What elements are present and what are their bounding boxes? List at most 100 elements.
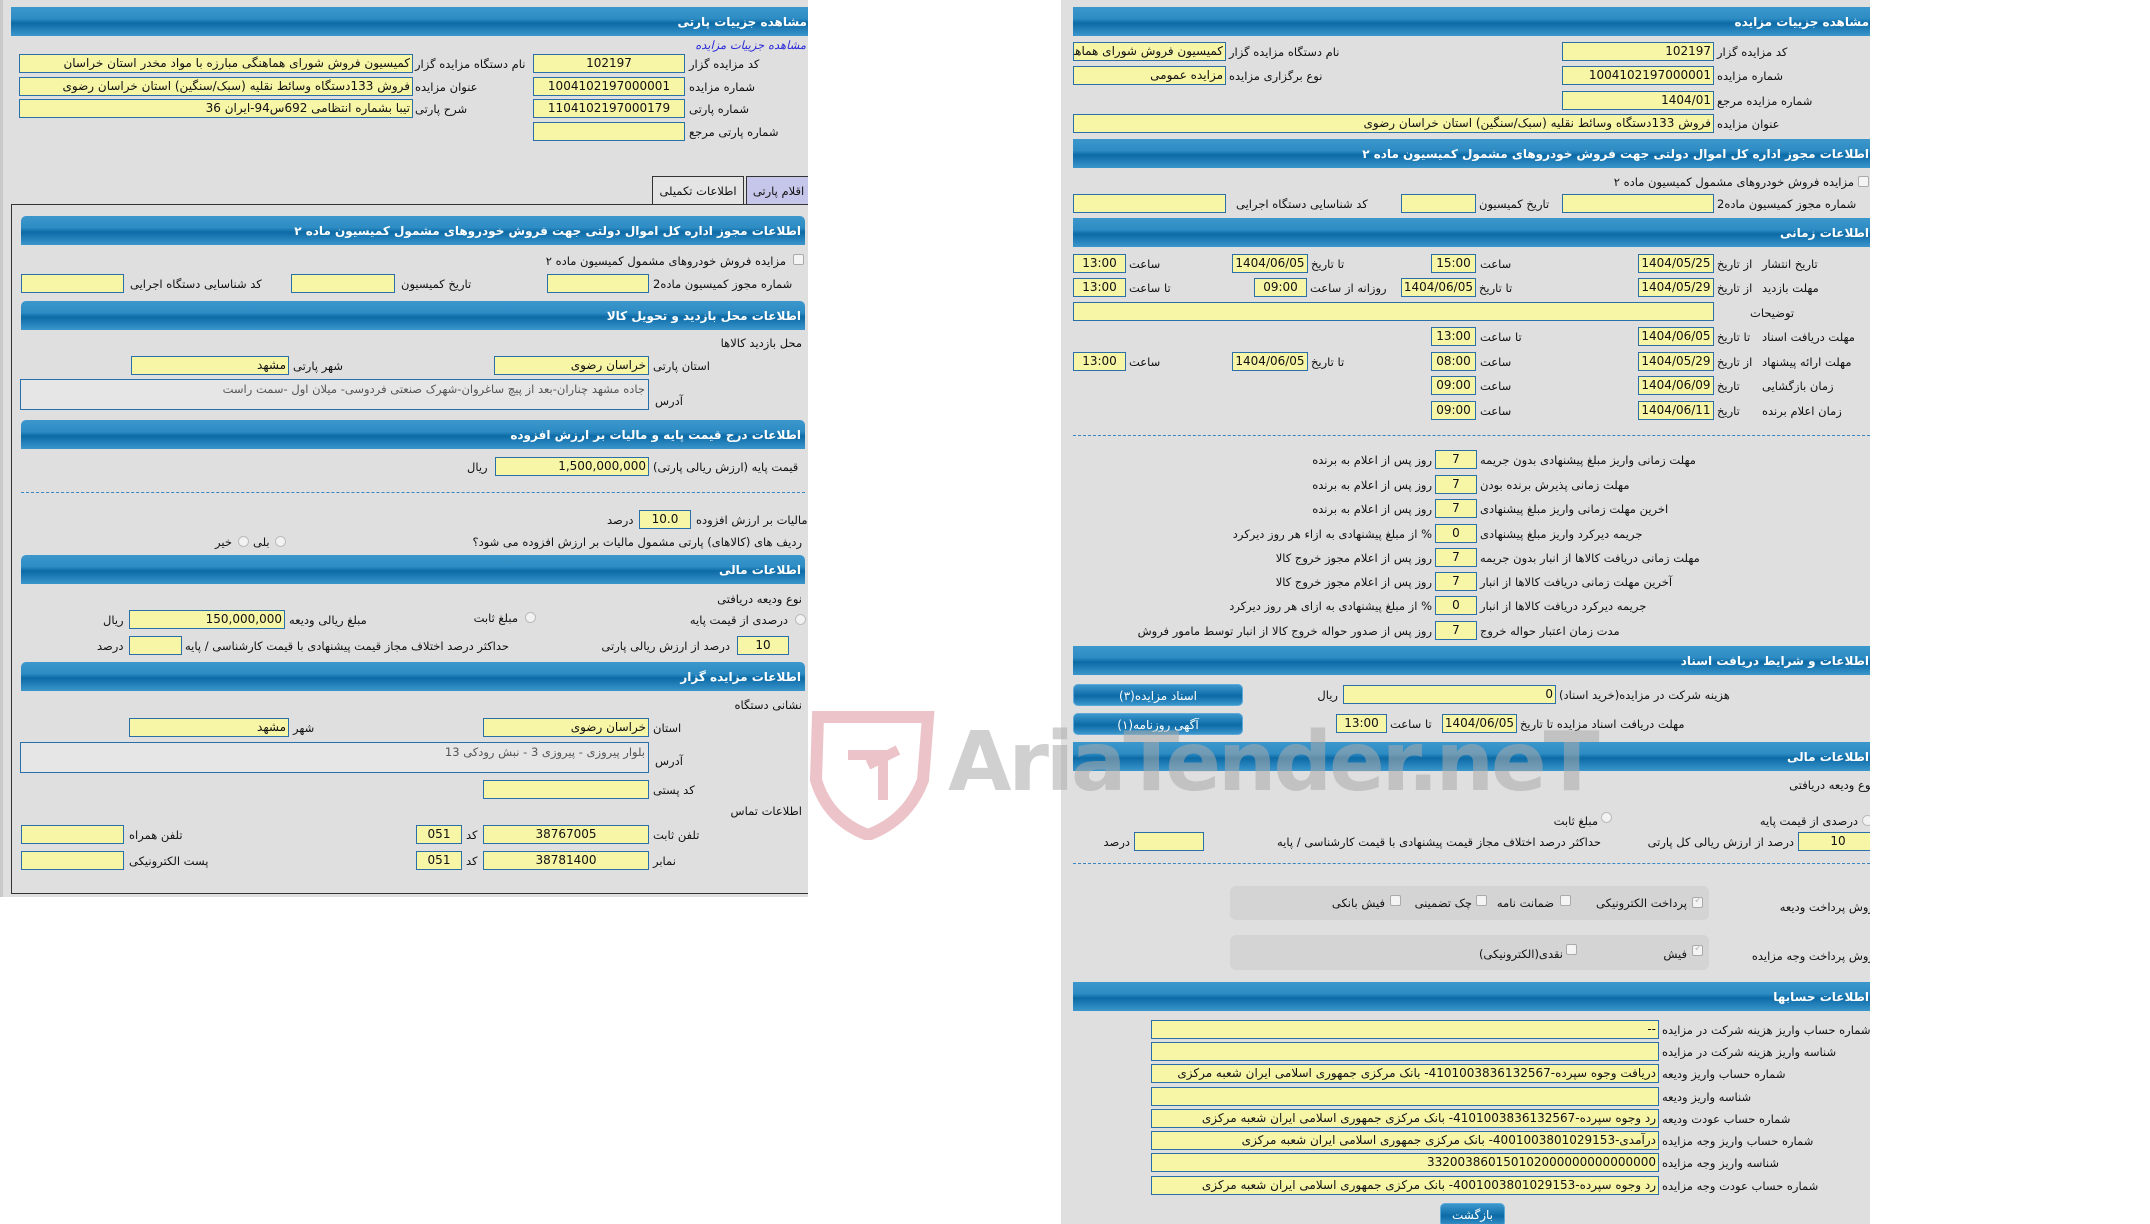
visit-daily-time[interactable]: 09:00 xyxy=(1254,278,1307,297)
penalty-value[interactable]: 7 xyxy=(1435,475,1477,494)
party-city-field[interactable]: مشهد xyxy=(131,356,289,375)
commission-date-field[interactable] xyxy=(291,274,395,293)
offer-to-time[interactable]: 13:00 xyxy=(1073,352,1126,371)
electronic-payment-checkbox[interactable] xyxy=(1692,895,1703,908)
auction-max-diff-unit: درصد xyxy=(1103,835,1130,849)
org-name-field[interactable]: کمیسیون فروش شورای هماهنگی مبارزه با موا… xyxy=(19,54,413,73)
permit-number-field[interactable] xyxy=(547,274,649,293)
phone-code-field[interactable]: 051 xyxy=(416,825,462,844)
penalty-value[interactable]: 7 xyxy=(1435,572,1477,591)
auction-commission-date-field[interactable] xyxy=(1401,194,1476,213)
vat-no-radio[interactable] xyxy=(238,536,249,547)
auction-title-field[interactable]: فروش 133دستگاه وسائط نقلیه (سبک/سنگین) ا… xyxy=(19,77,413,96)
article2-checkbox[interactable] xyxy=(793,254,804,265)
postal-code-field[interactable] xyxy=(483,780,649,799)
auctioneer-code-field[interactable]: 102197 xyxy=(533,54,685,73)
auction-percent-field[interactable]: 10 xyxy=(1798,832,1870,851)
penalty-value[interactable]: 7 xyxy=(1435,548,1477,567)
party-province-field[interactable]: خراسان رضوی xyxy=(494,356,649,375)
account-value[interactable]: دریافت وجوه سپرده-4101003836132567- بانک… xyxy=(1151,1064,1659,1083)
penalty-value[interactable]: 0 xyxy=(1435,524,1477,543)
docs-receive-time[interactable]: 13:00 xyxy=(1336,714,1387,733)
auction-executor-field[interactable] xyxy=(1073,194,1226,213)
auction-code-field[interactable]: 102197 xyxy=(1562,42,1714,61)
account-value[interactable]: رد وجوه سپرده-4101003836132567- بانک مرک… xyxy=(1151,1109,1659,1128)
publish-from-date[interactable]: 1404/05/25 xyxy=(1638,254,1714,273)
account-value[interactable] xyxy=(1151,1087,1659,1106)
penalty-value[interactable]: 7 xyxy=(1435,621,1477,640)
auction-type-field[interactable]: مزایده عمومی xyxy=(1073,66,1226,85)
auction-number-field[interactable]: 1004102197000001 xyxy=(533,77,685,96)
offer-to-date[interactable]: 1404/06/05 xyxy=(1232,352,1308,371)
party-number-field[interactable]: 1104102197000179 xyxy=(533,99,685,118)
phone-field[interactable]: 38767005 xyxy=(483,825,649,844)
publish-to-time[interactable]: 13:00 xyxy=(1073,254,1126,273)
auction-no-field[interactable]: 1004102197000001 xyxy=(1562,66,1714,85)
visit-to-date[interactable]: 1404/06/05 xyxy=(1401,278,1476,297)
fax-code-field[interactable]: 051 xyxy=(416,851,462,870)
account-value[interactable]: -- xyxy=(1151,1020,1659,1039)
opening-time[interactable]: 09:00 xyxy=(1431,376,1476,395)
ref-party-number-field[interactable] xyxy=(533,122,685,141)
max-diff-field[interactable] xyxy=(129,636,182,655)
docs-deadline-date[interactable]: 1404/06/05 xyxy=(1638,327,1714,346)
penalty-value[interactable]: 7 xyxy=(1435,499,1477,518)
guarantee-checkbox[interactable] xyxy=(1560,895,1571,906)
org-city-field[interactable]: مشهد xyxy=(129,718,289,737)
offer-from-date[interactable]: 1404/05/29 xyxy=(1638,352,1714,371)
notes-field[interactable] xyxy=(1073,302,1714,321)
account-value[interactable] xyxy=(1151,1042,1659,1061)
executor-id-field[interactable] xyxy=(21,274,124,293)
auction-ref-field[interactable]: 1404/01 xyxy=(1562,91,1714,110)
auction-article2-checkbox[interactable] xyxy=(1858,176,1869,187)
offer-time[interactable]: 08:00 xyxy=(1431,352,1476,371)
party-description-field[interactable]: تیبا بشماره انتظامی 692س94-ایران 36 xyxy=(19,99,413,118)
auction-fixed-radio[interactable] xyxy=(1601,812,1612,823)
deposit-amount-field[interactable]: 150,000,000 xyxy=(129,610,285,629)
auction-details-link[interactable]: مشاهده جزییات مزایده xyxy=(695,38,806,52)
base-price-field[interactable]: 1,500,000,000 xyxy=(495,457,649,476)
auction-documents-button[interactable]: اسناد مزایده(۳) xyxy=(1073,684,1243,706)
visit-from-date[interactable]: 1404/05/29 xyxy=(1638,278,1714,297)
auction-max-diff-field[interactable] xyxy=(1134,832,1204,851)
vat-field[interactable]: 10.0 xyxy=(639,510,691,529)
penalty-value[interactable]: 0 xyxy=(1435,596,1477,615)
newspaper-ad-button[interactable]: آگهی روزنامه(۱) xyxy=(1073,713,1243,735)
slip-checkbox[interactable] xyxy=(1692,943,1703,956)
base-price-label: قیمت پایه (ارزش ریالی پارتی) xyxy=(653,460,799,474)
tab-party-items[interactable]: اقلام پارتی xyxy=(746,176,808,204)
winner-time[interactable]: 09:00 xyxy=(1431,401,1476,420)
org-address-field[interactable]: بلوار پیروزی - پیروزی 3 - نبش رودکی 13 xyxy=(20,742,649,773)
email-field[interactable] xyxy=(21,851,124,870)
back-button[interactable]: بازگشت xyxy=(1440,1203,1505,1224)
publish-to-date[interactable]: 1404/06/05 xyxy=(1232,254,1308,273)
party-province-label: استان پارتی xyxy=(653,359,710,373)
participation-fee-field[interactable]: 0 xyxy=(1343,685,1556,704)
docs-deadline-time[interactable]: 13:00 xyxy=(1431,327,1476,346)
mobile-field[interactable] xyxy=(21,825,124,844)
deposit-percent-field[interactable]: 10 xyxy=(737,636,789,655)
fax-field[interactable]: 38781400 xyxy=(483,851,649,870)
docs-receive-date[interactable]: 1404/06/05 xyxy=(1442,714,1517,733)
org-province-field[interactable]: خراسان رضوی xyxy=(483,718,649,737)
vat-yes-radio[interactable] xyxy=(275,536,286,547)
auction-permit-field[interactable] xyxy=(1562,194,1714,213)
penalty-value[interactable]: 7 xyxy=(1435,450,1477,469)
bank-slip-checkbox[interactable] xyxy=(1390,895,1401,906)
auction-org-field[interactable]: کمیسیون فروش شورای هماهنگی مبارزه با موا… xyxy=(1073,42,1226,61)
tab-additional-info[interactable]: اطلاعات تکمیلی xyxy=(652,176,744,205)
visit-to-time[interactable]: 13:00 xyxy=(1073,278,1126,297)
publish-time[interactable]: 15:00 xyxy=(1431,254,1476,273)
opening-date[interactable]: 1404/06/09 xyxy=(1638,376,1714,395)
winner-date[interactable]: 1404/06/11 xyxy=(1638,401,1714,420)
deposit-percent-radio[interactable] xyxy=(795,614,806,625)
auction-percent-radio[interactable] xyxy=(1862,815,1870,826)
account-value[interactable]: درآمدی-4001003801029153- بانک مرکزی جمهو… xyxy=(1151,1131,1659,1150)
check-checkbox[interactable] xyxy=(1476,895,1487,906)
account-value[interactable]: 332003860150102000000000000000 xyxy=(1151,1153,1659,1172)
auction-title-field[interactable]: فروش 133دستگاه وسائط نقلیه (سبک/سنگین) ا… xyxy=(1073,114,1714,133)
deposit-fixed-radio[interactable] xyxy=(525,612,536,623)
account-value[interactable]: رد وجوه سپرده-4001003801029153- بانک مرک… xyxy=(1151,1176,1659,1195)
party-address-field[interactable]: جاده مشهد چناران-بعد از پیچ ساغروان-شهرک… xyxy=(20,379,649,410)
cash-electronic-checkbox[interactable] xyxy=(1566,944,1577,955)
